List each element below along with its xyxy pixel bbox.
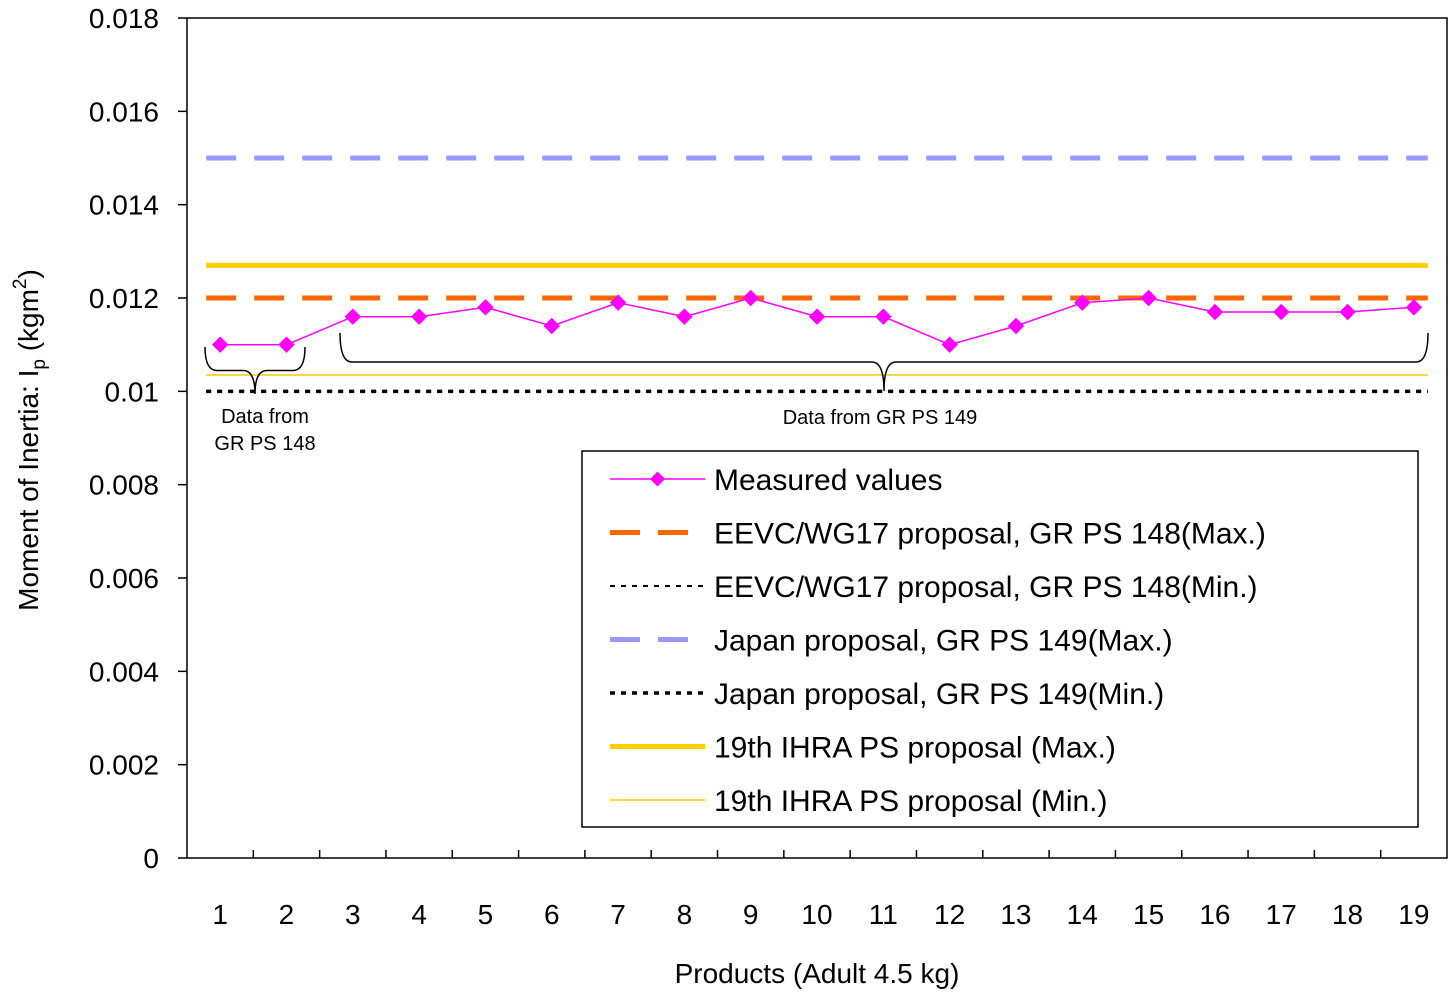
y-tick-label: 0.016 [89,96,159,127]
data-point [1339,303,1356,321]
annotation-gr-ps-148-line: Data from [221,406,309,428]
legend-label: 19th IHRA PS proposal (Min.) [714,785,1108,818]
y-axis-title-sub: p [29,359,50,370]
data-point [1273,303,1290,321]
y-tick-label: 0.008 [89,470,159,501]
data-point [676,308,693,325]
y-axis-title-unit-close: ) [13,269,44,278]
legend-label: EEVC/WG17 proposal, GR PS 148(Max.) [714,518,1266,551]
plot-area [206,155,1428,394]
legend-label: Japan proposal, GR PS 149(Min.) [714,678,1164,711]
x-tick-label: 3 [345,899,361,930]
x-tick-label: 12 [934,899,965,930]
x-tick-label: 14 [1067,899,1098,930]
data-point [1140,289,1157,307]
x-tick-label: 13 [1000,899,1031,930]
plot-frame [186,17,1448,859]
legend-label: EEVC/WG17 proposal, GR PS 148(Min.) [714,571,1258,604]
brace-gr-ps-149 [339,332,1429,392]
y-tick-label: 0 [143,843,159,874]
x-tick-label: 18 [1332,899,1363,930]
annotations: Data from GR PS 148 Data from GR PS 149 [204,332,1429,455]
axes: 0 0.002 0.004 0.006 0.008 0.01 0.012 0.014 0.016… [89,3,1448,930]
x-tick-label: 10 [801,899,832,930]
data-point [1405,299,1423,316]
y-tick-label: 0.018 [89,3,159,34]
data-point [344,308,361,325]
data-point [941,336,958,353]
data-point [609,294,627,311]
y-axis-title-unit-open: (kgm [13,289,44,359]
x-tick-label: 2 [279,899,295,930]
y-axis-title-sup: 2 [10,278,31,289]
y-tick-label: 0.014 [89,190,159,221]
y-tick-label: 0.01 [105,376,160,407]
x-tick-label: 17 [1266,899,1297,930]
brace-gr-ps-148 [204,346,306,395]
annotation-gr-ps-148-line: GR PS 148 [214,433,315,455]
x-tick-label: 15 [1133,899,1164,930]
y-tick-label: 0.004 [89,656,159,687]
x-tick-label: 6 [544,899,560,930]
y-tick-label: 0.002 [89,750,159,781]
data-point [875,308,892,325]
data-point [808,308,826,325]
y-axis-title: Moment of Inertia: Ip (kgm2) [10,269,50,611]
x-tick-label: 4 [411,899,427,930]
data-point [543,317,560,335]
legend-swatch-marker [650,471,665,487]
x-axis-title: Products (Adult 4.5 kg) [675,958,960,989]
x-tick-label: 1 [212,899,228,930]
legend: Measured values EEVC/WG17 proposal, GR PS… [581,450,1419,828]
x-tick-label: 7 [610,899,626,930]
y-tick-label: 0.012 [89,283,159,314]
legend-label: Japan proposal, GR PS 149(Max.) [714,625,1173,658]
legend-label: 19th IHRA PS proposal (Max.) [714,732,1116,765]
legend-box [581,450,1419,828]
x-tick-label: 5 [478,899,494,930]
legend-label: Measured values [714,464,942,497]
data-point [1007,317,1025,335]
x-tick-label: 8 [677,899,693,930]
y-axis-title-main: Moment of Inertia: I [13,370,44,611]
x-tick-label: 19 [1398,899,1429,930]
data-point [1206,303,1224,321]
data-point [1074,294,1091,311]
y-tick-label: 0.006 [89,563,159,594]
data-point [410,308,428,325]
x-tick-label: 11 [869,899,898,930]
annotation-gr-ps-149: Data from GR PS 149 [783,407,978,429]
x-tick-label: 9 [743,899,759,930]
data-point [742,289,759,307]
data-point [477,299,494,316]
x-tick-label: 16 [1199,899,1230,930]
data-point [278,336,295,353]
data-point [211,336,229,353]
